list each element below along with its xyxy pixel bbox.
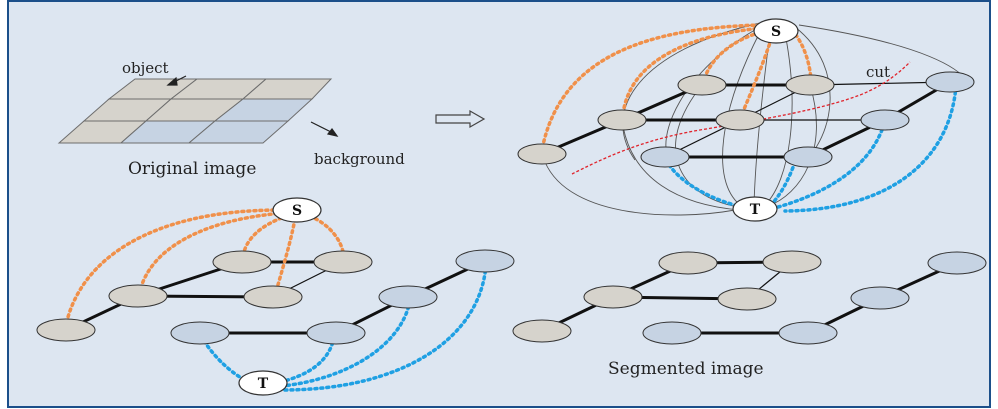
object-label: object — [122, 59, 169, 77]
cut-graph-source-node — [272, 197, 322, 223]
sink-links — [664, 84, 958, 213]
graph-node — [36, 318, 96, 342]
graph-node — [778, 321, 838, 345]
graph-node — [378, 285, 438, 309]
graph-node — [243, 285, 303, 309]
graph-node — [762, 250, 822, 274]
source-node-label: S — [771, 24, 781, 40]
sink-node — [732, 196, 778, 222]
cut-graph-sink-node — [238, 370, 288, 396]
right-hollow-arrow-icon — [435, 109, 486, 129]
sink-node-label: T — [750, 202, 761, 218]
graph-node — [583, 285, 643, 309]
thin-terminal-links — [544, 22, 969, 216]
cut-graph-source-label: S — [292, 203, 302, 219]
graph-node — [306, 321, 366, 345]
background-label: background — [314, 150, 405, 168]
graph-node — [597, 109, 647, 131]
graph-node — [212, 250, 272, 274]
graph-node — [640, 146, 690, 168]
graph-node — [512, 319, 572, 343]
graph-nodes — [517, 71, 975, 168]
source-node — [753, 18, 799, 44]
segmented-nodes — [512, 250, 987, 345]
graph-node — [715, 109, 765, 131]
graph-node — [517, 143, 567, 165]
graph-node — [860, 109, 910, 131]
graph-node — [108, 284, 168, 308]
cut-graph-sink-label: T — [258, 376, 269, 392]
graph-node — [927, 251, 987, 275]
graph-node — [783, 146, 833, 168]
graph-node — [850, 286, 910, 310]
segmented-image-caption: Segmented image — [608, 359, 764, 379]
cut-label: cut — [866, 63, 890, 81]
graph-node — [642, 321, 702, 345]
graph-node — [455, 249, 515, 273]
graph-node — [170, 321, 230, 345]
original-image-caption: Original image — [128, 159, 256, 179]
graph-node — [717, 287, 777, 311]
graph-node — [925, 71, 975, 93]
cut-line — [571, 61, 911, 175]
graph-node — [658, 251, 718, 275]
graph-node — [677, 74, 727, 96]
annotation-arrows — [166, 75, 339, 137]
graph-node — [313, 250, 373, 274]
graph-node — [785, 74, 835, 96]
cut-graph-nodes — [36, 249, 515, 345]
